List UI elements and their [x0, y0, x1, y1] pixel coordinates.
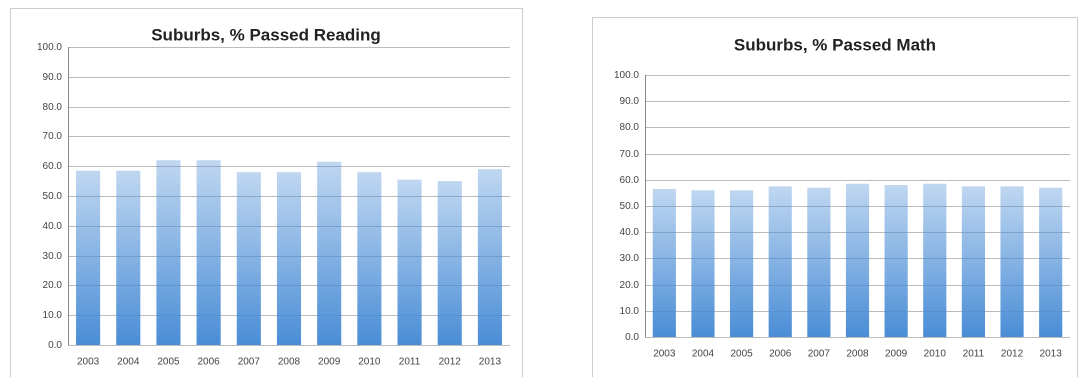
x-tick-label: 2005 [730, 349, 753, 360]
bar [768, 186, 792, 337]
bar [236, 172, 261, 345]
y-tick-label: 10.0 [43, 310, 63, 321]
y-tick-label: 80.0 [43, 102, 63, 113]
y-tick-label: 100.0 [37, 42, 62, 53]
x-tick-label: 2013 [1040, 349, 1063, 360]
y-tick-label: 50.0 [43, 191, 63, 202]
x-tick-label: 2012 [1001, 349, 1024, 360]
bar [1000, 186, 1024, 337]
y-tick-label: 40.0 [620, 227, 640, 238]
y-tick-label: 30.0 [620, 253, 640, 264]
bar [807, 187, 831, 337]
y-tick-label: 60.0 [43, 161, 63, 172]
bar [961, 186, 985, 337]
x-tick-label: 2004 [692, 349, 715, 360]
bar [76, 170, 101, 345]
bar [397, 179, 422, 345]
bar [845, 183, 870, 337]
y-tick-label: 70.0 [620, 149, 640, 160]
y-tick-label: 20.0 [620, 280, 640, 291]
x-tick-label: 2011 [399, 357, 421, 368]
y-tick-label: 100.0 [614, 70, 639, 81]
bar [652, 188, 676, 337]
y-tick-label: 0.0 [625, 332, 639, 343]
x-tick-label: 2007 [238, 357, 261, 368]
y-tick-label: 60.0 [620, 175, 640, 186]
x-tick-label: 2010 [358, 357, 381, 368]
x-tick-label: 2012 [439, 357, 462, 368]
y-tick-label: 0.0 [48, 340, 62, 351]
x-tick-label: 2010 [924, 349, 947, 360]
bar [923, 183, 947, 337]
x-tick-label: 2007 [808, 349, 831, 360]
x-tick-label: 2006 [198, 357, 221, 368]
x-tick-label: 2009 [318, 357, 341, 368]
bar [691, 190, 715, 337]
bar [317, 161, 342, 345]
x-tick-label: 2011 [963, 349, 985, 360]
bar [884, 185, 908, 337]
x-tick-label: 2003 [653, 349, 676, 360]
x-tick-label: 2004 [117, 357, 140, 368]
x-tick-label: 2006 [769, 349, 792, 360]
bar [276, 172, 302, 345]
bar [730, 190, 754, 337]
bar [437, 181, 462, 345]
bar [1039, 187, 1063, 337]
y-tick-label: 70.0 [43, 131, 63, 142]
bar [156, 160, 181, 345]
y-tick-label: 90.0 [43, 72, 63, 83]
y-tick-label: 10.0 [620, 306, 640, 317]
chart-title: Suburbs, % Passed Reading [151, 25, 381, 44]
x-tick-label: 2013 [479, 357, 502, 368]
bar [196, 160, 221, 345]
bar [116, 170, 141, 345]
y-tick-label: 40.0 [43, 221, 63, 232]
y-tick-label: 50.0 [620, 201, 640, 212]
y-tick-label: 20.0 [43, 280, 63, 291]
y-tick-label: 30.0 [43, 251, 63, 262]
x-tick-label: 2008 [846, 349, 869, 360]
y-tick-label: 80.0 [620, 122, 640, 133]
x-tick-label: 2009 [885, 349, 908, 360]
x-tick-label: 2003 [77, 357, 100, 368]
y-tick-label: 90.0 [620, 96, 640, 107]
bar [477, 169, 502, 345]
bar [357, 172, 382, 345]
chart-title: Suburbs, % Passed Math [734, 35, 936, 54]
x-tick-label: 2008 [278, 357, 301, 368]
x-tick-label: 2005 [157, 357, 180, 368]
